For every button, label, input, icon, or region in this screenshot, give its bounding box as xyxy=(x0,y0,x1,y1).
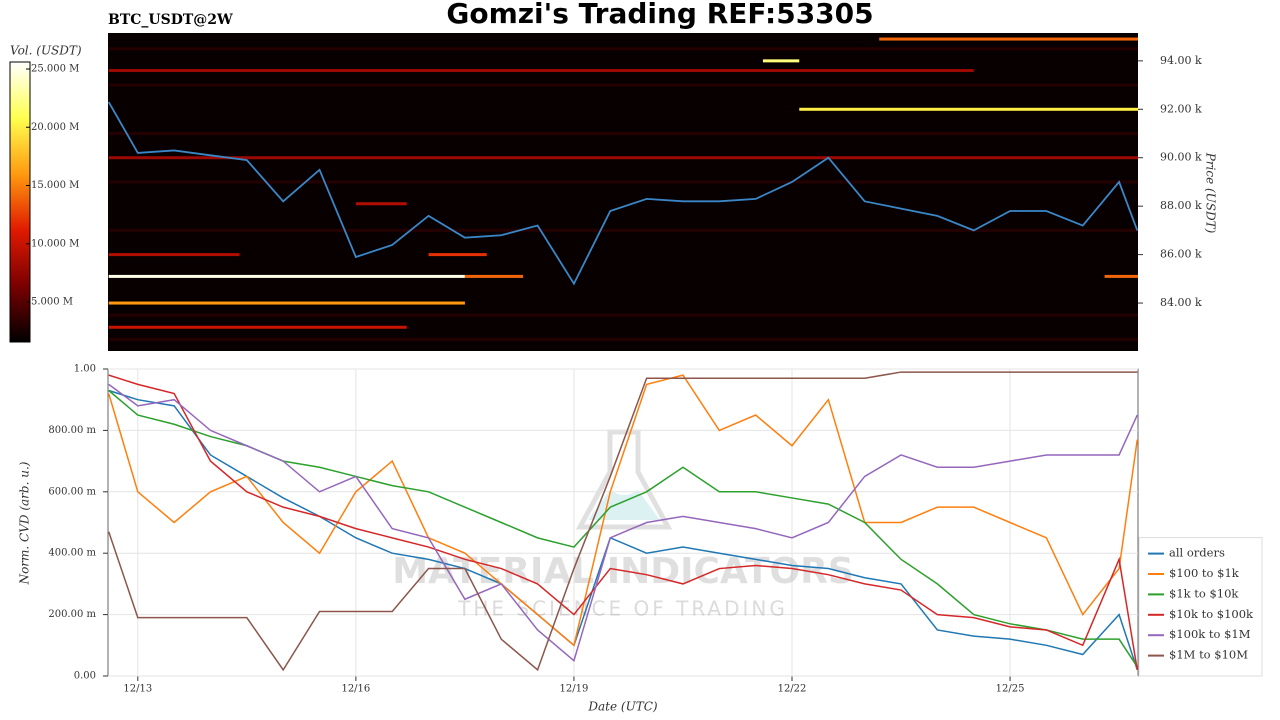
symbol-label: BTC_USDT@2W xyxy=(108,12,233,28)
liquidity-band xyxy=(108,69,974,73)
legend-label: all orders xyxy=(1169,546,1225,560)
legend-label: $1k to $10k xyxy=(1169,586,1239,600)
liquidity-band xyxy=(108,83,1138,87)
watermark: MATERIAL INDICATORS xyxy=(392,551,854,592)
liquidity-band xyxy=(464,274,524,278)
x-tick-label: 12/25 xyxy=(996,684,1025,695)
cvd-line xyxy=(108,389,1138,671)
price-tick-label: 92.00 k xyxy=(1160,102,1202,115)
liquidity-band xyxy=(108,301,465,305)
page-title: Gomzi's Trading REF:53305 xyxy=(446,0,873,30)
liquidity-band xyxy=(108,47,1138,51)
cvd-line xyxy=(108,383,1138,662)
y-tick-label: 1.00 xyxy=(74,364,96,375)
liquidity-band xyxy=(355,202,407,206)
colorbar-tick-label: 5.000 M xyxy=(31,297,73,308)
liquidity-band xyxy=(108,132,1138,136)
liquidity-band xyxy=(108,325,407,329)
y-tick-label: 0.00 xyxy=(74,671,96,682)
liquidity-band xyxy=(108,274,465,278)
x-axis-label: Date (UTC) xyxy=(587,700,657,714)
liquidity-band xyxy=(108,253,240,257)
liquidity-band xyxy=(108,156,1138,160)
liquidity-band xyxy=(108,337,1138,341)
x-tick-label: 12/13 xyxy=(123,684,152,695)
y-tick-label: 600.00 m xyxy=(48,486,96,497)
x-tick-label: 12/19 xyxy=(560,684,589,695)
legend-box xyxy=(1138,537,1263,677)
legend-label: $1M to $10M xyxy=(1169,648,1248,662)
watermark: THE SCIENCE OF TRADING xyxy=(457,597,788,621)
cvd-line xyxy=(108,371,1138,672)
x-tick-label: 12/22 xyxy=(778,684,807,695)
price-axis-label: Price (USDT) xyxy=(1204,152,1218,234)
price-tick-label: 94.00 k xyxy=(1160,54,1202,67)
y-tick-label: 200.00 m xyxy=(48,609,96,620)
x-tick-label: 12/16 xyxy=(341,684,370,695)
liquidity-band xyxy=(1104,274,1138,278)
y-axis-label: Norm. CVD (arb. u.) xyxy=(18,461,32,585)
cvd-line xyxy=(108,374,1139,670)
price-line xyxy=(107,101,1139,286)
colorbar-tick-label: 15.000 M xyxy=(31,180,79,191)
legend-label: $10k to $100k xyxy=(1169,607,1254,621)
legend-label: $100k to $1M xyxy=(1169,627,1251,641)
cvd-line xyxy=(108,374,1139,647)
y-tick-label: 400.00 m xyxy=(48,548,96,559)
price-tick-label: 90.00 k xyxy=(1160,151,1202,164)
liquidity-band xyxy=(108,180,1138,184)
liquidity-band xyxy=(879,37,1138,41)
y-tick-label: 800.00 m xyxy=(48,425,96,436)
colorbar-tick-label: 20.000 M xyxy=(31,122,79,133)
colorbar xyxy=(9,61,31,343)
legend-label: $100 to $1k xyxy=(1169,566,1240,580)
cvd-area xyxy=(107,368,1139,677)
liquidity-band xyxy=(799,107,1138,111)
liquidity-band xyxy=(762,59,800,63)
price-tick-label: 86.00 k xyxy=(1160,248,1202,261)
colorbar-tick-label: 25.000 M xyxy=(31,63,79,74)
price-tick-label: 88.00 k xyxy=(1160,199,1202,212)
liquidity-band xyxy=(108,313,1138,317)
price-tick-label: 84.00 k xyxy=(1160,296,1202,309)
colorbar-tick-label: 10.000 M xyxy=(31,238,79,249)
colorbar-label: Vol. (USDT) xyxy=(10,44,82,58)
liquidity-band xyxy=(428,253,487,257)
liquidity-band xyxy=(108,228,1138,232)
